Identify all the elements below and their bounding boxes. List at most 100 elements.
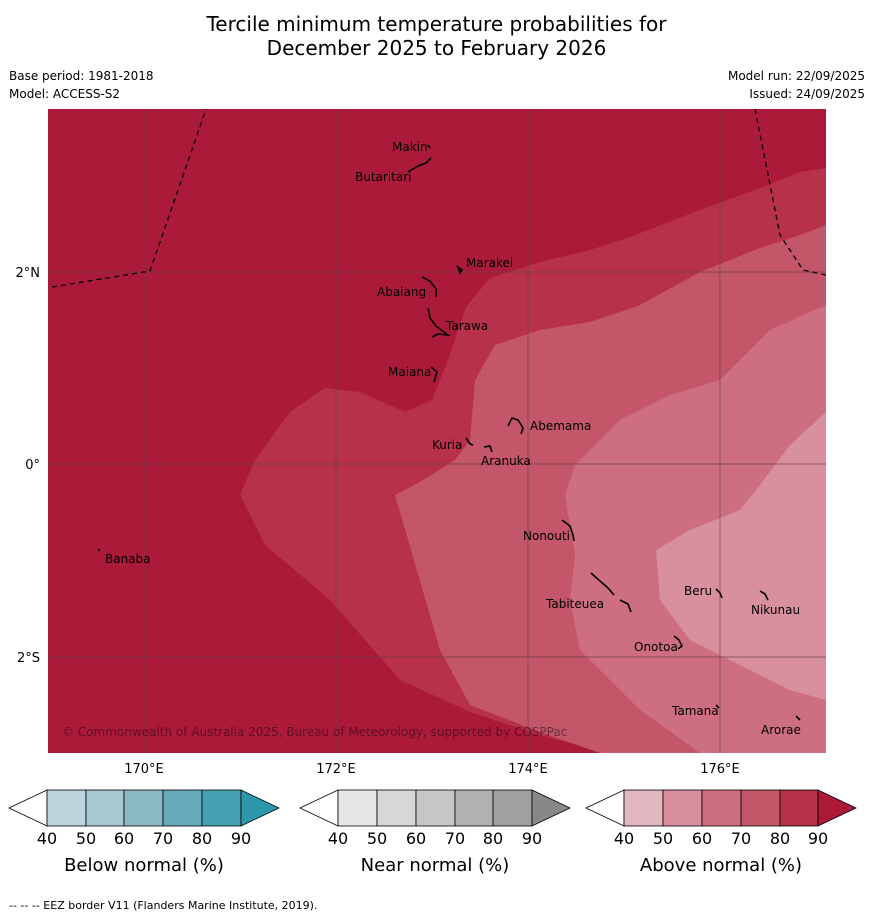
eez-borders — [51, 109, 826, 288]
label-tarawa: Tarawa — [445, 319, 488, 333]
colorbar-ticks: 40 50 60 70 80 90 40 50 60 70 80 90 40 5… — [37, 829, 828, 848]
island-nonouti — [561, 519, 575, 542]
cb-above-tick-70: 70 — [731, 829, 751, 848]
cb-below-tick-80: 80 — [192, 829, 212, 848]
colorbar-below — [8, 789, 280, 827]
cb-near-tick-50: 50 — [367, 829, 387, 848]
lat-tick-labels: 2°N 0° 2°S — [16, 266, 41, 666]
cb-above-seg-2 — [662, 789, 703, 827]
label-abaiang: Abaiang — [377, 285, 426, 299]
eez-border-east — [754, 109, 826, 276]
cb-below-tick-70: 70 — [153, 829, 173, 848]
cb-below-label: Below normal (%) — [64, 855, 224, 876]
place-labels: Makin Butaritari Marakei Abaiang Tarawa … — [105, 140, 801, 737]
cb-above-tick-90: 90 — [808, 829, 828, 848]
cb-near-seg-5 — [492, 789, 533, 827]
cb-near-tick-60: 60 — [406, 829, 426, 848]
island-marakei — [456, 264, 464, 275]
cb-near-arrow-high — [531, 789, 571, 827]
islands — [97, 144, 801, 721]
lon-tick-labels: 170°E 172°E 174°E 176°E — [124, 762, 740, 777]
island-butaritari — [407, 157, 432, 173]
model-run: Model run: 22/09/2025 — [727, 69, 865, 83]
cb-above-arrow-low — [585, 789, 625, 827]
base-period: Base period: 1981-2018 — [9, 69, 154, 83]
cb-near-tick-70: 70 — [445, 829, 465, 848]
label-aranuka: Aranuka — [481, 454, 531, 468]
cb-near-tick-40: 40 — [328, 829, 348, 848]
label-onotoa: Onotoa — [634, 640, 678, 654]
label-nikunau: Nikunau — [751, 603, 800, 617]
meta-right: Model run: 22/09/2025 Issued: 24/09/2025 — [728, 67, 865, 103]
island-banaba — [97, 548, 101, 552]
lat-label-2s: 2°S — [17, 651, 40, 666]
island-tarawa — [427, 307, 451, 338]
copyright-notice: © Commonwealth of Australia 2025, Bureau… — [62, 725, 567, 739]
cb-near-tick-90: 90 — [522, 829, 542, 848]
cb-below-arrow-high — [240, 789, 280, 827]
cb-below-seg-5 — [201, 789, 242, 827]
island-beru — [715, 588, 723, 599]
probability-contours — [48, 109, 826, 753]
cb-near-label: Near normal (%) — [361, 855, 510, 876]
meta-left: Base period: 1981-2018 Model: ACCESS-S2 — [9, 67, 154, 103]
lon-label-176e: 176°E — [700, 762, 740, 777]
lat-label-2n: 2°N — [16, 266, 41, 281]
cb-near-arrow-low — [299, 789, 339, 827]
eez-footer-note: -- -- -- EEZ border V11 (Flanders Marine… — [9, 899, 318, 912]
contour-50 — [656, 412, 826, 700]
cb-below-arrow-low — [8, 789, 48, 827]
cb-above-tick-60: 60 — [692, 829, 712, 848]
label-butaritari: Butaritari — [355, 170, 412, 184]
label-tabiteuea: Tabiteuea — [545, 597, 604, 611]
eez-border-west — [51, 109, 207, 288]
cb-below-tick-50: 50 — [76, 829, 96, 848]
label-arorae: Arorae — [761, 723, 801, 737]
island-arorae — [795, 715, 801, 721]
cb-above-arrow-high — [817, 789, 857, 827]
cb-below-seg-1 — [46, 789, 87, 827]
cb-near-seg-2 — [376, 789, 417, 827]
island-makin — [427, 144, 431, 149]
island-kuria — [465, 437, 474, 446]
colorbar-near — [299, 789, 571, 827]
title-line-2: December 2025 to February 2026 — [266, 36, 607, 60]
issued-date: Issued: 24/09/2025 — [749, 87, 865, 101]
island-abemama — [507, 417, 524, 435]
cb-near-seg-1 — [337, 789, 378, 827]
label-banaba: Banaba — [105, 552, 151, 566]
cb-below-tick-90: 90 — [231, 829, 251, 848]
model-name: Model: ACCESS-S2 — [9, 87, 121, 101]
label-maiana: Maiana — [388, 365, 431, 379]
label-abemama: Abemama — [530, 419, 591, 433]
cb-above-seg-5 — [779, 789, 819, 827]
cb-near-seg-3 — [415, 789, 456, 827]
cb-above-label: Above normal (%) — [640, 855, 802, 876]
lon-label-174e: 174°E — [508, 762, 548, 777]
island-maiana — [430, 366, 438, 383]
cb-below-seg-3 — [123, 789, 164, 827]
cb-near-seg-4 — [454, 789, 494, 827]
label-kuria: Kuria — [432, 438, 463, 452]
island-abaiang — [421, 276, 437, 297]
colorbar-labels: Below normal (%) Near normal (%) Above n… — [64, 855, 802, 876]
lat-label-0: 0° — [25, 458, 40, 473]
forecast-map: Makin Butaritari Marakei Abaiang Tarawa … — [8, 109, 857, 876]
lat-lon-grid — [48, 109, 826, 753]
island-onotoa — [673, 635, 684, 650]
label-tamana: Tamana — [671, 704, 719, 718]
label-beru: Beru — [684, 584, 712, 598]
cb-near-tick-80: 80 — [483, 829, 503, 848]
title-line-1: Tercile minimum temperature probabilitie… — [206, 12, 667, 36]
label-makin: Makin — [392, 140, 428, 154]
cb-below-seg-4 — [162, 789, 203, 827]
colorbar-above — [585, 789, 857, 827]
map-title: Tercile minimum temperature probabilitie… — [0, 12, 873, 60]
island-tabiteuea — [590, 572, 632, 613]
lon-label-170e: 170°E — [124, 762, 164, 777]
cb-above-seg-3 — [701, 789, 742, 827]
island-tamana — [715, 704, 720, 709]
cb-above-tick-50: 50 — [653, 829, 673, 848]
island-aranuka — [483, 445, 493, 453]
cb-below-seg-2 — [85, 789, 125, 827]
